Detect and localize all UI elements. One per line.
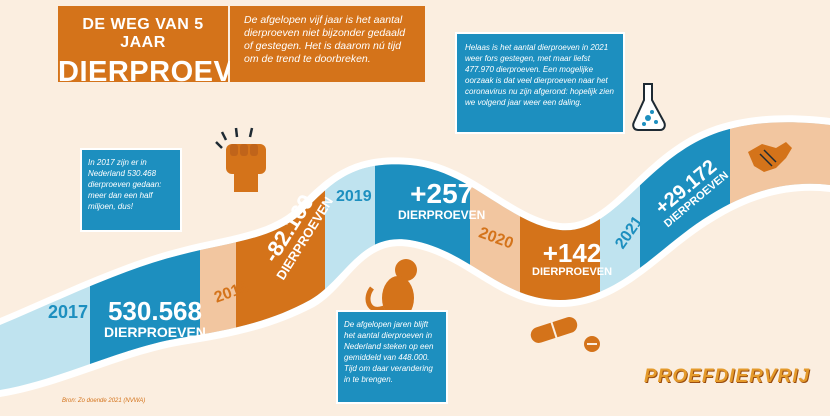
step-2020-unit: DIERPROEVEN — [532, 266, 613, 278]
title-line1: DE WEG VAN 5 JAAR — [82, 16, 204, 51]
flask-icon — [632, 83, 666, 131]
step-2020-value: +142 — [542, 238, 602, 268]
year-2017: 2017 — [48, 302, 89, 322]
step-2017-unit: DIERPROEVEN — [104, 324, 206, 340]
step-2019-value: +257 — [410, 178, 474, 209]
bubble-average: De afgelopen jaren blijft het aantal die… — [336, 310, 448, 404]
handshake-icon — [748, 142, 792, 172]
step-2019-unit: DIERPROEVEN — [398, 208, 486, 222]
title-line2: DIERPROEVEN — [58, 56, 275, 88]
fist-icon — [215, 127, 266, 192]
brand-logo: PROEFDIERVRIJ — [644, 366, 811, 387]
step-2020: +142 DIERPROEVEN — [532, 240, 612, 278]
bubble-2021: Helaas is het aantal dierproeven in 2021… — [455, 32, 625, 134]
intro-text: De afgelopen vijf jaar is het aantal die… — [230, 6, 425, 82]
source-note: Bron: Zo doende 2021 (NVWA) — [62, 398, 146, 404]
step-2019: +257 DIERPROEVEN — [398, 178, 486, 223]
bubble-2017: In 2017 zijn er in Nederland 530.468 die… — [80, 148, 182, 232]
segment-2020-year — [470, 122, 520, 390]
pill-icon — [530, 317, 600, 352]
title-box: DE WEG VAN 5 JAAR DIERPROEVEN — [58, 6, 274, 88]
step-2017-value: 530.568 — [107, 296, 202, 326]
step-2017: 530.568 DIERPROEVEN — [104, 298, 206, 340]
year-2019: 2019 — [336, 188, 372, 205]
